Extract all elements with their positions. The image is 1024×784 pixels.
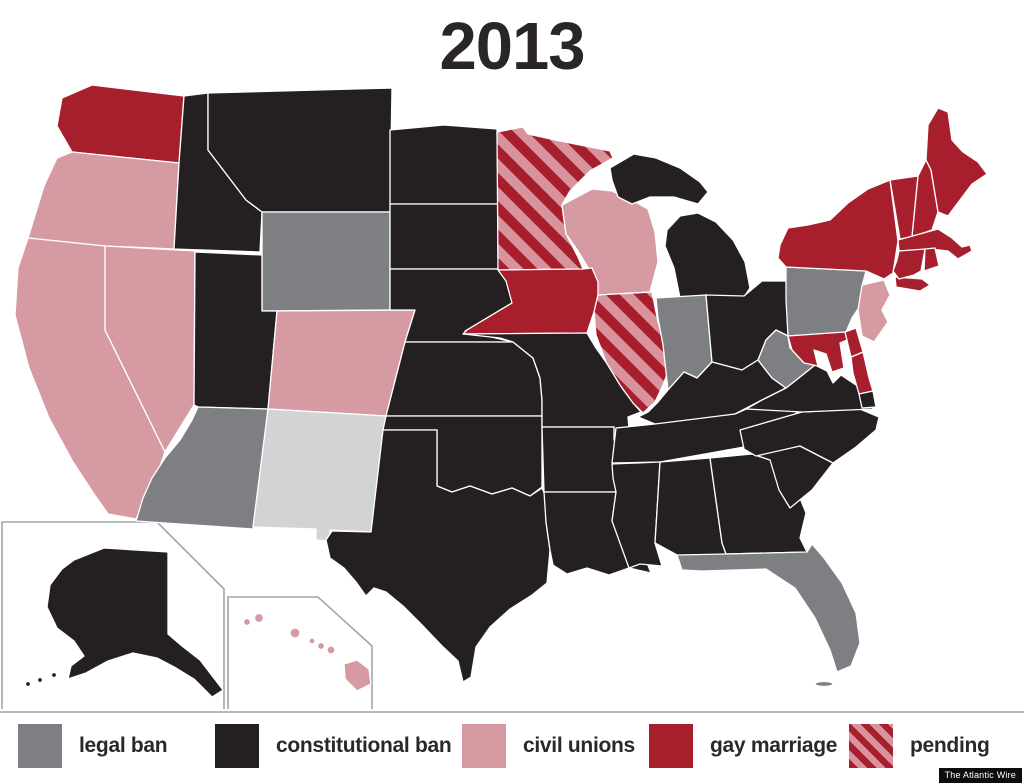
state-ak-island	[50, 671, 58, 679]
state-de	[844, 327, 864, 358]
legend-item-pending: pending	[849, 723, 990, 769]
state-nd	[389, 124, 499, 205]
state-pa	[785, 266, 867, 337]
legend-item-legal-ban: legal ban	[18, 723, 168, 769]
state-or	[27, 151, 180, 250]
state-hi-island	[326, 645, 336, 655]
state-fl	[676, 543, 861, 673]
legend-item-civil-unions: civil unions	[462, 723, 635, 769]
state-ny-long-island	[894, 276, 931, 292]
state-hi-big-island	[343, 659, 372, 692]
state-ak-island	[24, 680, 32, 688]
map-legend: legal ban constitutional ban civil union…	[0, 711, 1024, 784]
state-ak-island	[36, 676, 44, 684]
legend-swatch-civil-unions	[462, 724, 506, 768]
legend-label-constitutional-ban: constitutional ban	[276, 734, 452, 757]
state-me	[925, 107, 988, 217]
state-ks	[385, 341, 543, 417]
state-hi-island	[289, 627, 301, 639]
state-ny	[777, 179, 899, 280]
state-ia	[462, 267, 599, 335]
map-title: 2013	[439, 9, 585, 84]
state-va-eastern-shore	[858, 390, 877, 409]
legend-item-constitutional-ban: constitutional ban	[215, 723, 452, 769]
state-nm	[252, 408, 387, 542]
state-mn	[496, 126, 614, 271]
state-fl-keys	[814, 680, 834, 688]
legend-swatch-constitutional-ban	[215, 724, 259, 768]
legend-item-gay-marriage: gay marriage	[649, 723, 837, 769]
legend-label-civil-unions: civil unions	[523, 734, 635, 757]
legend-label-legal-ban: legal ban	[79, 734, 168, 757]
attribution-badge: The Atlantic Wire	[938, 768, 1022, 783]
state-sd	[389, 203, 508, 270]
state-hi-island	[242, 617, 252, 627]
state-hi-island	[316, 641, 326, 651]
state-wa	[56, 84, 185, 164]
legend-label-gay-marriage: gay marriage	[710, 734, 838, 757]
state-ct	[892, 248, 926, 280]
state-ak	[46, 547, 224, 698]
legend-swatch-pending	[849, 724, 893, 768]
state-wi	[561, 188, 659, 296]
legend-swatch-gay-marriage	[649, 724, 693, 768]
state-nj	[857, 279, 891, 343]
state-wy	[261, 211, 391, 312]
state-hi-island	[308, 637, 316, 645]
state-ri	[923, 247, 940, 272]
state-mi-lower	[664, 212, 751, 301]
state-hi-island	[253, 612, 265, 624]
state-tx	[325, 429, 551, 683]
legend-label-pending: pending	[910, 734, 990, 757]
legend-swatch-legal-ban	[18, 724, 62, 768]
state-mi-upper	[609, 153, 709, 205]
state-nv	[104, 245, 196, 453]
hawaii-inset-box	[227, 596, 373, 709]
